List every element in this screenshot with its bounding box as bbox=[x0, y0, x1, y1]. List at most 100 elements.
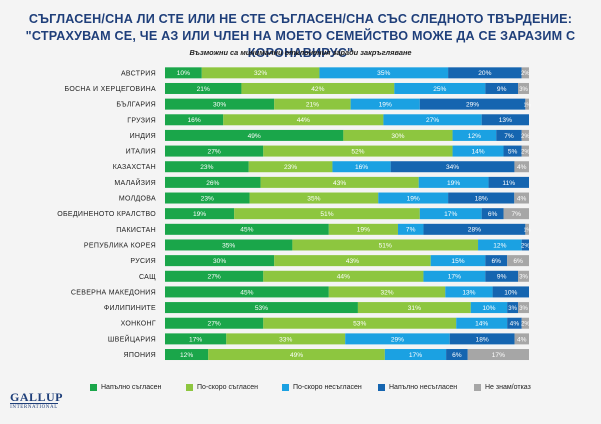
data-label: 30% bbox=[213, 258, 226, 265]
category-label: ХОНКОНГ bbox=[121, 321, 156, 328]
data-label: 1% bbox=[524, 103, 532, 109]
data-label: 17% bbox=[189, 336, 202, 343]
legend-swatch bbox=[378, 384, 385, 391]
data-label: 19% bbox=[407, 195, 420, 202]
data-label: 19% bbox=[193, 211, 206, 218]
bar-segment bbox=[485, 255, 508, 267]
bar-segment bbox=[319, 67, 449, 79]
data-label: 31% bbox=[408, 305, 421, 312]
gallup-international-logo: GALLUP INTERNATIONAL bbox=[10, 390, 64, 410]
data-label: 49% bbox=[290, 352, 303, 359]
category-label: РУСИЯ bbox=[130, 258, 156, 265]
bar-segment bbox=[345, 333, 450, 345]
category-label: САЩ bbox=[139, 274, 156, 281]
bar-segment bbox=[485, 82, 519, 94]
bar-segment bbox=[448, 67, 522, 79]
bar-segment bbox=[260, 176, 419, 188]
data-label: 7% bbox=[511, 211, 521, 218]
category-label: ШВЕЙЦАРИЯ bbox=[108, 334, 156, 343]
bar-segment bbox=[470, 302, 508, 314]
data-label: 27% bbox=[208, 148, 221, 155]
bar-segment bbox=[165, 302, 358, 314]
bar-segment bbox=[492, 286, 529, 298]
data-label: 23% bbox=[201, 195, 214, 202]
data-label: 7% bbox=[504, 133, 514, 140]
category-label: ИНДИЯ bbox=[130, 133, 156, 140]
data-label: 23% bbox=[200, 164, 213, 171]
bar-segment bbox=[452, 145, 504, 157]
bar-segment bbox=[165, 192, 250, 204]
bar-segment bbox=[419, 208, 482, 220]
bar-segment bbox=[226, 333, 346, 345]
data-label: 3% bbox=[519, 87, 528, 93]
bar-segment bbox=[165, 270, 264, 282]
bar-segment bbox=[525, 98, 529, 110]
bar-segment bbox=[165, 145, 264, 157]
data-label: 12% bbox=[468, 133, 481, 140]
bar-segment bbox=[165, 208, 235, 220]
bar-segment bbox=[292, 239, 479, 251]
bar-segment bbox=[263, 317, 457, 329]
legend-swatch bbox=[474, 384, 481, 391]
data-label: 35% bbox=[307, 195, 320, 202]
data-label: 51% bbox=[379, 242, 392, 249]
bar-segment bbox=[445, 286, 493, 298]
chart-legend: Напълно съгласен По-скоро съгласен По-скор… bbox=[90, 384, 590, 391]
bar-segment bbox=[481, 208, 504, 220]
bar-segment bbox=[384, 349, 447, 361]
data-label: 44% bbox=[297, 117, 310, 124]
category-label: АВСТРИЯ bbox=[121, 70, 156, 77]
bar-segment bbox=[263, 270, 424, 282]
legend-swatch bbox=[186, 384, 193, 391]
logo-main-text: GALLUP bbox=[10, 390, 64, 404]
data-label: 12% bbox=[180, 352, 193, 359]
bar-segment bbox=[332, 161, 391, 173]
bar-segment bbox=[485, 270, 519, 282]
data-label: 21% bbox=[306, 102, 319, 109]
logo-sub-text: INTERNATIONAL bbox=[10, 405, 58, 410]
data-label: 45% bbox=[240, 289, 253, 296]
bar-segment bbox=[165, 176, 261, 188]
legend-label: Не знам/отказ bbox=[485, 384, 531, 391]
data-label: 29% bbox=[466, 102, 479, 109]
data-label: 10% bbox=[504, 289, 517, 296]
bar-segment bbox=[378, 192, 449, 204]
category-label: ЯПОНИЯ bbox=[124, 352, 156, 359]
bar-segment bbox=[514, 192, 529, 204]
data-label: 52% bbox=[351, 148, 364, 155]
category-label: СЕВЕРНА МАКЕДОНИЯ bbox=[71, 289, 156, 296]
data-label: 4% bbox=[517, 336, 527, 343]
bar-segment bbox=[165, 67, 202, 79]
bar-segment bbox=[503, 145, 522, 157]
bar-segment bbox=[383, 114, 482, 126]
bar-segment bbox=[208, 349, 385, 361]
category-label: БЪЛГАРИЯ bbox=[116, 102, 156, 109]
category-label: БОСНА И ХЕРЦЕГОВИНА bbox=[65, 86, 157, 93]
legend-label: Напълно съгласен bbox=[101, 384, 162, 391]
data-label: 33% bbox=[279, 336, 292, 343]
bar-segment bbox=[234, 208, 420, 220]
bar-segment bbox=[165, 255, 275, 267]
data-label: 6% bbox=[452, 352, 462, 359]
bar-segment bbox=[419, 98, 526, 110]
data-label: 2% bbox=[521, 71, 530, 77]
bar-segment bbox=[357, 302, 471, 314]
bar-segment bbox=[423, 223, 526, 235]
chart-title: СЪГЛАСЕН/СНА ЛИ СТЕ ИЛИ НЕ СТЕ СЪГЛАСЕН/… bbox=[0, 11, 601, 62]
data-label: 35% bbox=[377, 70, 390, 77]
data-label: 29% bbox=[391, 336, 404, 343]
bar-segment bbox=[274, 255, 431, 267]
bar-segment bbox=[394, 82, 486, 94]
bar-segment bbox=[514, 333, 529, 345]
bar-segment bbox=[507, 302, 519, 314]
bar-segment bbox=[525, 223, 529, 235]
legend-label: Напълно несъгласен bbox=[389, 384, 458, 391]
data-label: 3% bbox=[519, 275, 528, 281]
bar-segment bbox=[248, 161, 333, 173]
legend-label: По-скоро съгласен bbox=[197, 384, 259, 391]
data-label: 6% bbox=[488, 211, 498, 218]
bar-segment bbox=[521, 67, 529, 79]
data-label: 14% bbox=[475, 321, 488, 328]
bar-segment bbox=[165, 333, 227, 345]
category-label: ОБЕДИНЕНОТО КРАЛСТВО bbox=[57, 211, 156, 218]
